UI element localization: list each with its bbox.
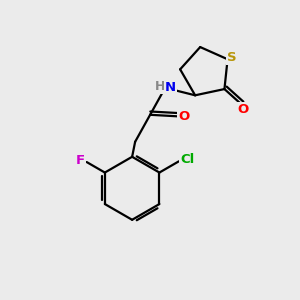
Text: O: O (237, 103, 248, 116)
Text: N: N (165, 81, 176, 94)
Text: S: S (227, 51, 237, 64)
Text: Cl: Cl (180, 153, 194, 166)
Text: F: F (76, 154, 85, 167)
Text: H: H (154, 80, 165, 93)
Text: O: O (178, 110, 189, 123)
